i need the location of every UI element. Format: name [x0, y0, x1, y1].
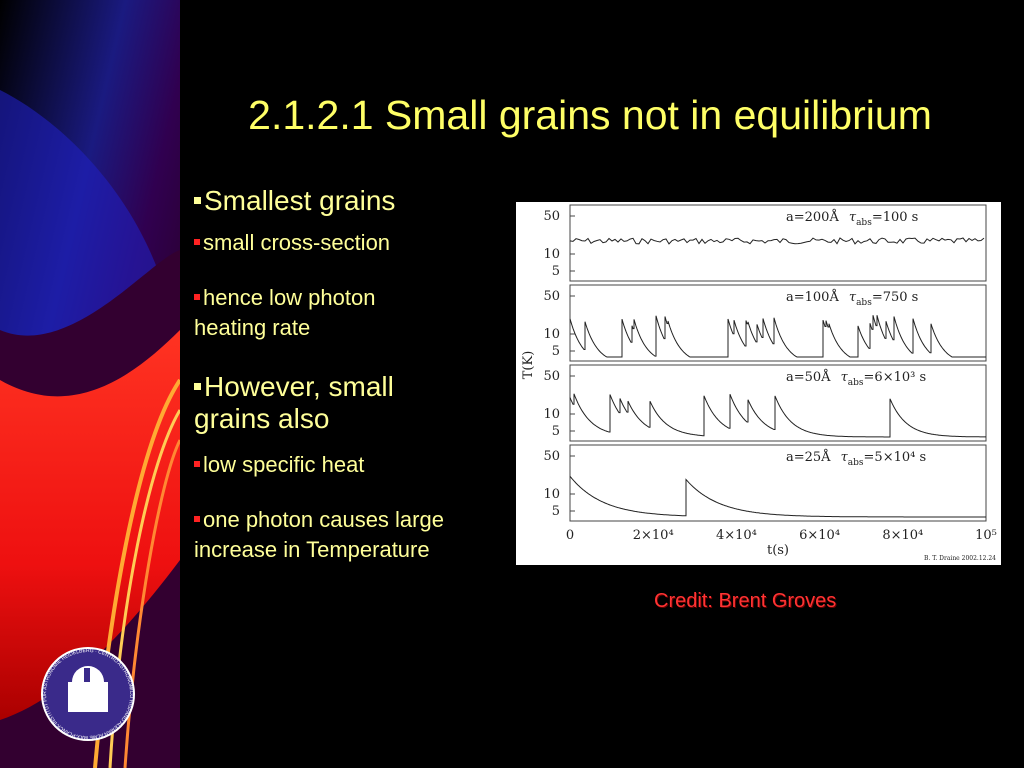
panel-frame [569, 444, 987, 522]
panel-trace [569, 315, 986, 358]
annotation-sub: abs [848, 378, 864, 388]
slide-title: 2.1.2.1 Small grains not in equilibrium [248, 92, 932, 138]
annotation-sub: abs [848, 458, 864, 468]
annotation-value: =100 s [872, 210, 919, 225]
x-tick-label: 4×10⁴ [716, 528, 757, 543]
panel-frame [569, 204, 987, 282]
annotation-a: a=100Å [786, 289, 839, 305]
annotation-tau: τ [841, 370, 849, 385]
annotation-sub: abs [856, 218, 872, 228]
panel-tick-label: 50 [543, 289, 560, 304]
annotation-a: a=50Å [786, 369, 831, 385]
panel-tick-label: 10 [543, 487, 560, 502]
panel-tick-label: 5 [552, 344, 560, 359]
panel-trace [569, 393, 986, 438]
panel-tick-label: 5 [552, 504, 560, 519]
panel-tick-label: 50 [543, 209, 560, 224]
annotation-tau: τ [849, 210, 857, 225]
panel-annotation: a=200Å τabs=100 s [786, 209, 918, 228]
bullet-text: Smallest grains [204, 185, 396, 216]
x-tick-label: 8×10⁴ [882, 528, 923, 543]
x-axis-label: t(s) [767, 543, 789, 558]
annotation-sub: abs [856, 298, 872, 308]
panel-tick-label: 10 [543, 247, 560, 262]
stamp: B. T. Draine 2002.12.24 [924, 555, 996, 562]
x-tick-label: 10⁵ [975, 528, 997, 543]
bullet-text: one photon causes large increase in Temp… [194, 507, 444, 562]
bullet: one photon causes large increase in Temp… [194, 505, 449, 565]
x-tick-label: 2×10⁴ [633, 528, 674, 543]
bullet: small cross-section [194, 228, 454, 258]
bullet: Smallest grains [194, 185, 464, 217]
panel-trace [569, 237, 985, 245]
panel-annotation: a=25Å τabs=5×10⁴ s [786, 449, 926, 468]
panel-tick-label: 10 [543, 407, 560, 422]
annotation-value: =6×10³ s [864, 370, 927, 385]
y-axis-label: T(K) [521, 351, 536, 380]
x-tick-label: 6×10⁴ [799, 528, 840, 543]
bullet-text: low specific heat [203, 452, 365, 477]
annotation-tau: τ [841, 450, 849, 465]
bullet-text: hence low photon heating rate [194, 285, 376, 340]
panel-annotation: a=50Å τabs=6×10³ s [786, 369, 926, 388]
annotation-value: =5×10⁴ s [864, 450, 927, 465]
decor-stripe: MAX-PLANCK-INSTITUT FÜR ASTRONOMIE HEIDE… [0, 0, 180, 768]
bullet-text: small cross-section [203, 230, 391, 255]
bullet: hence low photon heating rate [194, 283, 444, 343]
annotation-a: a=200Å [786, 209, 839, 225]
panel-tick-label: 50 [543, 369, 560, 384]
panel-trace [569, 475, 986, 518]
panel-annotation: a=100Å τabs=750 s [786, 289, 918, 308]
annotation-value: =750 s [872, 290, 919, 305]
bullet: However, small grains also [194, 371, 464, 435]
x-tick-label: 0 [566, 528, 574, 543]
bullet-text: However, small grains also [194, 371, 394, 434]
annotation-a: a=25Å [786, 449, 831, 465]
bullet: low specific heat [194, 450, 454, 480]
panel-tick-label: 5 [552, 264, 560, 279]
annotation-tau: τ [849, 290, 857, 305]
panel-tick-label: 10 [543, 327, 560, 342]
panel-frame [569, 364, 987, 442]
panel-tick-label: 5 [552, 424, 560, 439]
credit: Credit: Brent Groves [654, 590, 837, 612]
panel-frame [569, 284, 987, 362]
panel-tick-label: 50 [543, 449, 560, 464]
